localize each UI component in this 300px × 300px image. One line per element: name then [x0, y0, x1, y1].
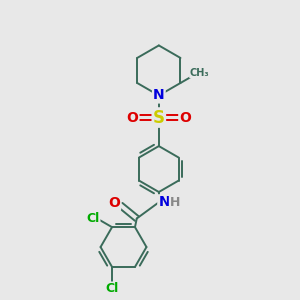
Text: O: O [179, 110, 191, 124]
Text: Cl: Cl [86, 212, 99, 225]
Text: O: O [108, 196, 120, 210]
Text: H: H [170, 196, 180, 209]
Text: CH₃: CH₃ [190, 68, 210, 77]
Text: N: N [158, 195, 170, 209]
Text: O: O [126, 110, 138, 124]
Text: N: N [153, 88, 165, 103]
Text: S: S [153, 109, 165, 127]
Text: Cl: Cl [105, 283, 119, 296]
